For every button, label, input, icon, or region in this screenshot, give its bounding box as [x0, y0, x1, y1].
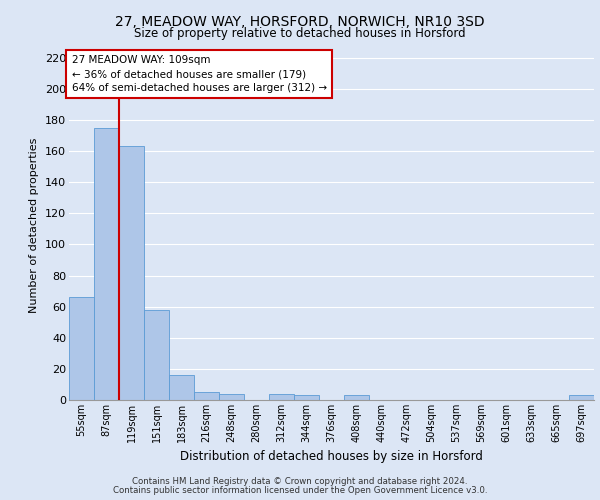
Bar	[119, 146, 144, 400]
Bar	[269, 394, 294, 400]
Bar	[569, 396, 594, 400]
Bar	[94, 128, 119, 400]
Bar	[344, 396, 369, 400]
X-axis label: Distribution of detached houses by size in Horsford: Distribution of detached houses by size …	[180, 450, 483, 464]
Y-axis label: Number of detached properties: Number of detached properties	[29, 138, 40, 312]
Bar	[144, 310, 169, 400]
Bar	[219, 394, 244, 400]
Text: 27, MEADOW WAY, HORSFORD, NORWICH, NR10 3SD: 27, MEADOW WAY, HORSFORD, NORWICH, NR10 …	[115, 15, 485, 29]
Text: Contains HM Land Registry data © Crown copyright and database right 2024.: Contains HM Land Registry data © Crown c…	[132, 477, 468, 486]
Bar	[169, 375, 194, 400]
Text: Contains public sector information licensed under the Open Government Licence v3: Contains public sector information licen…	[113, 486, 487, 495]
Bar	[194, 392, 219, 400]
Text: Size of property relative to detached houses in Horsford: Size of property relative to detached ho…	[134, 28, 466, 40]
Text: 27 MEADOW WAY: 109sqm
← 36% of detached houses are smaller (179)
64% of semi-det: 27 MEADOW WAY: 109sqm ← 36% of detached …	[71, 56, 327, 94]
Bar	[69, 298, 94, 400]
Bar	[294, 396, 319, 400]
